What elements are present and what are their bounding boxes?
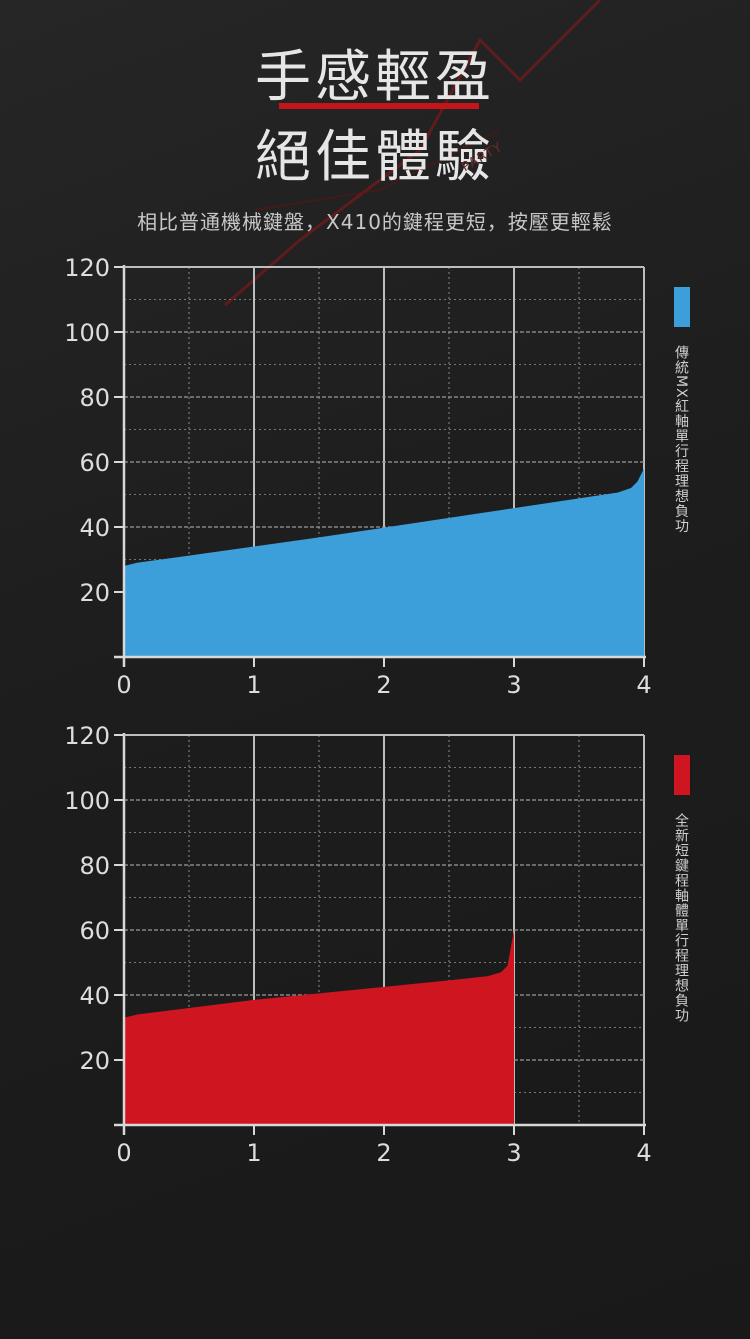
y-tick-label: 60	[79, 917, 110, 945]
legend-swatch-blue	[674, 287, 690, 327]
decorative-slash	[224, 0, 602, 307]
legend-label: 全新短鍵程軸體單行程理想負功	[673, 813, 689, 1023]
chart-traditional: 20 40 60 80 100 120 0 1 2 3 4 傳統MX紅軸單行程理想負功	[0, 255, 750, 695]
x-tick-label: 4	[636, 1139, 651, 1163]
y-tick-label: 40	[79, 982, 110, 1010]
chart-new-svg: 20 40 60 80 100 120 0 1 2 3 4	[64, 723, 651, 1163]
legend-swatch-red	[674, 755, 690, 795]
x-tick-label: 2	[376, 671, 391, 695]
y-tick-label: 60	[79, 449, 110, 477]
x-tick-label: 2	[376, 1139, 391, 1163]
y-tick-label: 80	[79, 384, 110, 412]
legend-label: 傳統MX紅軸單行程理想負功	[673, 345, 689, 534]
series-area	[124, 468, 644, 657]
y-tick-label: 40	[79, 514, 110, 542]
x-tick-label: 0	[116, 1139, 131, 1163]
chart-traditional-svg: 20 40 60 80 100 120 0 1 2 3 4	[64, 255, 651, 695]
x-tick-label: 0	[116, 671, 131, 695]
y-tick-label: 100	[64, 787, 110, 815]
x-tick-label: 1	[246, 1139, 261, 1163]
subtitle: 相比普通機械鍵盤，X410的鍵程更短，按壓更輕鬆	[137, 210, 613, 234]
y-tick-label: 120	[64, 255, 110, 282]
y-tick-label: 100	[64, 319, 110, 347]
page-title-line2: 絕佳體驗	[255, 125, 495, 190]
y-tick-label: 80	[79, 852, 110, 880]
title-divider	[279, 103, 479, 109]
x-tick-label: 3	[506, 1139, 521, 1163]
x-tick-label: 4	[636, 671, 651, 695]
page-title-line1: 手感輕盈	[255, 45, 495, 110]
chart-new: 20 40 60 80 100 120 0 1 2 3 4 全新短鍵程軸體單行程理想負功	[0, 723, 750, 1163]
y-tick-label: 20	[79, 1047, 110, 1075]
series-area	[124, 930, 514, 1125]
x-tick-label: 1	[246, 671, 261, 695]
x-tick-label: 3	[506, 671, 521, 695]
y-tick-label: 120	[64, 723, 110, 750]
y-tick-label: 20	[79, 579, 110, 607]
